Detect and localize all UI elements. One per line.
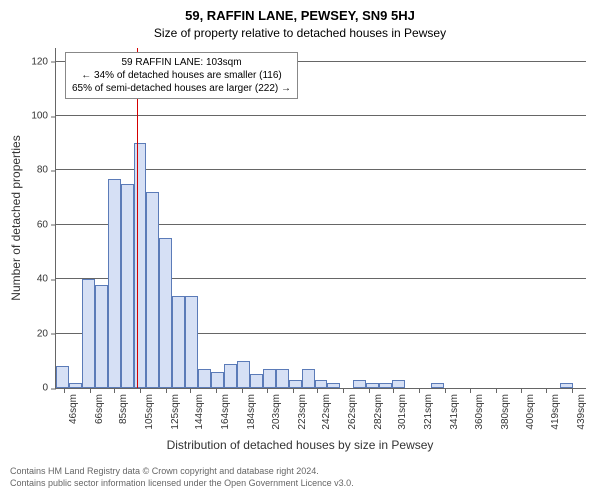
plot-area: 02040608010012046sqm66sqm85sqm105sqm125s…	[55, 48, 586, 389]
x-tick-label: 125sqm	[170, 394, 181, 430]
annotation-box: 59 RAFFIN LANE: 103sqm ← 34% of detached…	[65, 52, 298, 99]
x-tick-label: 105sqm	[144, 394, 155, 430]
chart-root: 59, RAFFIN LANE, PEWSEY, SN9 5HJ Size of…	[0, 0, 600, 500]
histogram-bar	[82, 279, 95, 388]
x-tick-label: 203sqm	[271, 394, 282, 430]
x-tick-mark	[90, 388, 91, 393]
x-tick-label: 380sqm	[500, 394, 511, 430]
x-tick-mark	[369, 388, 370, 393]
histogram-bar	[146, 192, 159, 388]
footer-line-1: Contains HM Land Registry data © Crown c…	[10, 466, 600, 478]
histogram-bar	[198, 369, 211, 388]
x-tick-mark	[496, 388, 497, 393]
x-tick-mark	[267, 388, 268, 393]
x-tick-label: 85sqm	[118, 394, 129, 424]
x-tick-label: 223sqm	[297, 394, 308, 430]
x-tick-mark	[419, 388, 420, 393]
annotation-line-3: 65% of semi-detached houses are larger (…	[72, 82, 291, 95]
histogram-bar	[392, 380, 405, 388]
x-tick-mark	[445, 388, 446, 393]
histogram-bar	[431, 383, 444, 388]
histogram-bar	[211, 372, 224, 388]
x-tick-mark	[317, 388, 318, 393]
x-tick-mark	[343, 388, 344, 393]
histogram-bar	[379, 383, 392, 388]
x-tick-label: 46sqm	[68, 394, 79, 424]
y-tick-label: 0	[42, 383, 56, 394]
histogram-bar	[263, 369, 276, 388]
histogram-bar	[237, 361, 250, 388]
x-tick-label: 262sqm	[347, 394, 358, 430]
x-tick-mark	[242, 388, 243, 393]
x-tick-mark	[166, 388, 167, 393]
x-tick-label: 184sqm	[246, 394, 257, 430]
histogram-bar	[69, 383, 82, 388]
x-tick-label: 242sqm	[321, 394, 332, 430]
footer: Contains HM Land Registry data © Crown c…	[0, 466, 600, 489]
histogram-bar	[315, 380, 328, 388]
histogram-bar	[56, 366, 69, 388]
x-tick-label: 144sqm	[194, 394, 205, 430]
y-axis-label: Number of detached properties	[9, 135, 23, 300]
x-tick-label: 400sqm	[525, 394, 536, 430]
histogram-bar	[159, 238, 172, 388]
footer-line-2: Contains public sector information licen…	[10, 478, 600, 490]
x-tick-mark	[470, 388, 471, 393]
histogram-bar	[289, 380, 302, 388]
y-tick-label: 100	[31, 111, 56, 122]
x-tick-mark	[140, 388, 141, 393]
x-tick-mark	[114, 388, 115, 393]
histogram-bar	[353, 380, 366, 388]
x-tick-label: 321sqm	[423, 394, 434, 430]
x-tick-label: 164sqm	[220, 394, 231, 430]
y-tick-label: 20	[37, 328, 56, 339]
histogram-bar	[134, 143, 147, 388]
x-tick-mark	[521, 388, 522, 393]
property-marker-line	[137, 48, 138, 388]
histogram-bar	[327, 383, 340, 388]
histogram-bar	[250, 374, 263, 388]
x-tick-label: 439sqm	[576, 394, 587, 430]
x-tick-label: 341sqm	[449, 394, 460, 430]
histogram-bar	[172, 296, 185, 388]
histogram-bar	[224, 364, 237, 388]
y-tick-label: 120	[31, 56, 56, 67]
x-tick-mark	[64, 388, 65, 393]
x-tick-label: 360sqm	[474, 394, 485, 430]
x-tick-mark	[572, 388, 573, 393]
histogram-bar	[276, 369, 289, 388]
annotation-line-2: ← 34% of detached houses are smaller (11…	[72, 69, 291, 82]
histogram-bar	[302, 369, 315, 388]
x-tick-mark	[216, 388, 217, 393]
y-tick-label: 60	[37, 219, 56, 230]
x-tick-mark	[546, 388, 547, 393]
x-tick-mark	[293, 388, 294, 393]
histogram-bar	[121, 184, 134, 388]
y-tick-label: 40	[37, 274, 56, 285]
annotation-line-1: 59 RAFFIN LANE: 103sqm	[72, 56, 291, 69]
histogram-bar	[108, 179, 121, 388]
chart-title-main: 59, RAFFIN LANE, PEWSEY, SN9 5HJ	[0, 8, 600, 23]
x-axis-label: Distribution of detached houses by size …	[0, 438, 600, 452]
histogram-bar	[95, 285, 108, 388]
y-gridline	[56, 115, 586, 116]
histogram-bar	[185, 296, 198, 388]
y-tick-label: 80	[37, 165, 56, 176]
x-tick-mark	[393, 388, 394, 393]
chart-title-sub: Size of property relative to detached ho…	[0, 26, 600, 40]
x-tick-mark	[190, 388, 191, 393]
x-tick-label: 301sqm	[397, 394, 408, 430]
x-tick-label: 419sqm	[550, 394, 561, 430]
x-tick-label: 282sqm	[373, 394, 384, 430]
x-tick-label: 66sqm	[94, 394, 105, 424]
